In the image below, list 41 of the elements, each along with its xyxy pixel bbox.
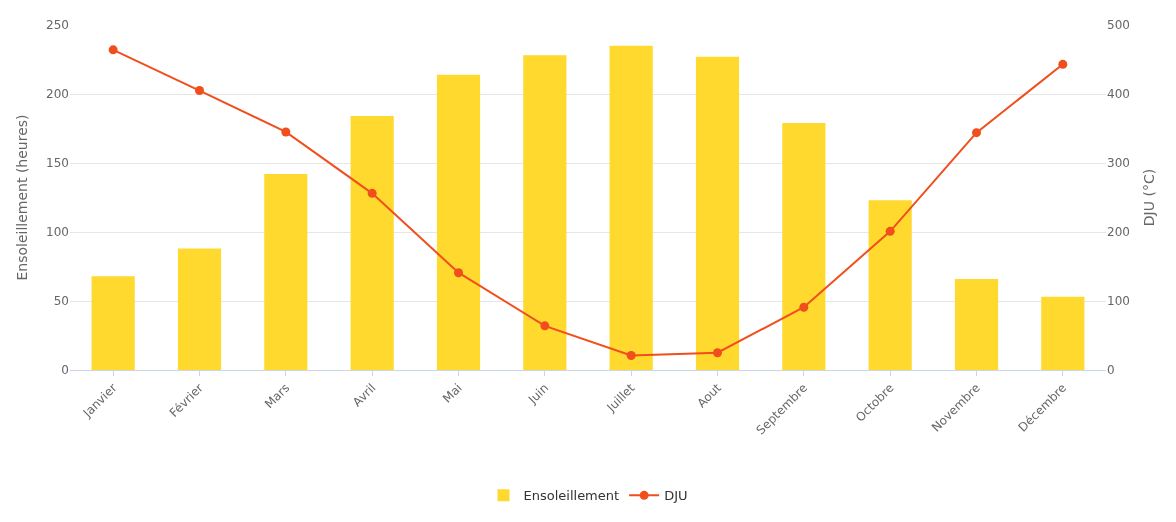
point <box>195 86 204 96</box>
y-tick-label: 50 <box>53 294 69 309</box>
bar <box>1041 296 1085 370</box>
y2-tick-label: 100 <box>1107 294 1130 309</box>
bar <box>436 74 481 370</box>
y-tick-label: 0 <box>61 363 69 378</box>
point <box>626 351 636 361</box>
y2-tick-label: 0 <box>1107 363 1115 378</box>
point <box>713 348 722 358</box>
point <box>885 226 895 236</box>
bar <box>177 248 222 370</box>
point <box>540 321 550 331</box>
legend-label: Ensoleillement <box>523 488 620 504</box>
point <box>454 268 463 278</box>
point <box>108 45 118 55</box>
y-axis-title: Ensoleillement (heures) <box>13 114 30 281</box>
y-tick-label: 200 <box>46 87 69 102</box>
bar <box>91 276 135 370</box>
point <box>367 188 377 198</box>
point <box>799 302 809 312</box>
bar <box>695 56 740 370</box>
y-tick-label: 100 <box>46 225 69 240</box>
bar <box>523 55 567 370</box>
y2-tick-label: 200 <box>1107 225 1130 240</box>
point <box>1058 59 1068 69</box>
legend-label: DJU <box>664 488 688 504</box>
bar <box>264 174 308 370</box>
y2-tick-label: 500 <box>1107 18 1130 33</box>
bar <box>350 116 394 370</box>
y2-axis-title: DJU (°C) <box>1141 168 1158 227</box>
bar <box>782 122 826 370</box>
x-tick-label: Mai <box>440 380 465 406</box>
bar <box>868 200 912 370</box>
point <box>972 128 981 138</box>
point <box>281 127 291 137</box>
y2-tick-label: 400 <box>1107 87 1130 102</box>
y-tick-label: 150 <box>46 156 69 171</box>
y-tick-label: 250 <box>46 18 69 33</box>
bar <box>954 278 999 370</box>
bar <box>609 45 653 370</box>
y2-tick-label: 300 <box>1107 156 1130 171</box>
